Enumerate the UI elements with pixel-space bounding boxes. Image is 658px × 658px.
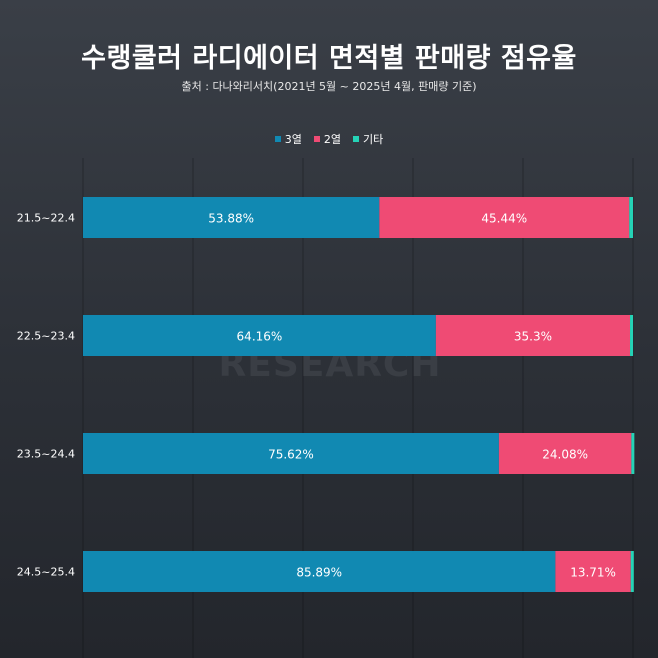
data-label: 64.16%: [237, 330, 283, 344]
data-label: 45.44%: [481, 212, 527, 226]
data-label: 35.3%: [514, 330, 552, 344]
data-label: 24.08%: [542, 448, 588, 462]
category-label: 21.5~22.4: [17, 212, 75, 225]
category-label: 22.5~23.4: [17, 330, 75, 343]
data-label: 13.71%: [570, 566, 616, 580]
legend-swatch-3row: [274, 136, 281, 142]
legend-swatch-other: [353, 136, 359, 142]
bar-segment: [498, 433, 632, 474]
chart-subtitle: 출처 : 다나와리서치(2021년 5월 ~ 2025년 4월, 판매량 기준): [181, 80, 477, 93]
bar-segment: [435, 315, 631, 356]
legend-item-other: 기타: [353, 131, 383, 147]
bar-segment: [83, 197, 380, 238]
legend: 3열 2열 기타: [0, 131, 658, 147]
bar-segment: [630, 315, 634, 356]
data-label: 53.88%: [208, 212, 254, 226]
legend-label-3row: 3열: [284, 133, 302, 146]
bar-segment: [631, 433, 635, 474]
data-label: 75.62%: [268, 448, 314, 462]
legend-item-3row: 3열: [274, 131, 302, 147]
bar-segment: [379, 197, 630, 238]
bar-segment: [83, 551, 556, 592]
category-label: 23.5~24.4: [17, 448, 75, 461]
legend-label-other: 기타: [363, 133, 384, 146]
bar-segment: [630, 551, 634, 592]
bar-segment: [83, 433, 499, 474]
bar-segment: [629, 197, 633, 238]
legend-swatch-2row: [313, 136, 320, 142]
legend-item-2row: 2열: [313, 131, 341, 147]
bar-segment: [83, 315, 436, 356]
data-label: 85.89%: [296, 566, 342, 580]
chart-title: 수랭쿨러 라디에이터 면적별 판매량 점유율: [81, 43, 577, 74]
bar-segment: [555, 551, 631, 592]
legend-label-2row: 2열: [323, 133, 341, 146]
category-label: 24.5~25.4: [17, 566, 75, 579]
